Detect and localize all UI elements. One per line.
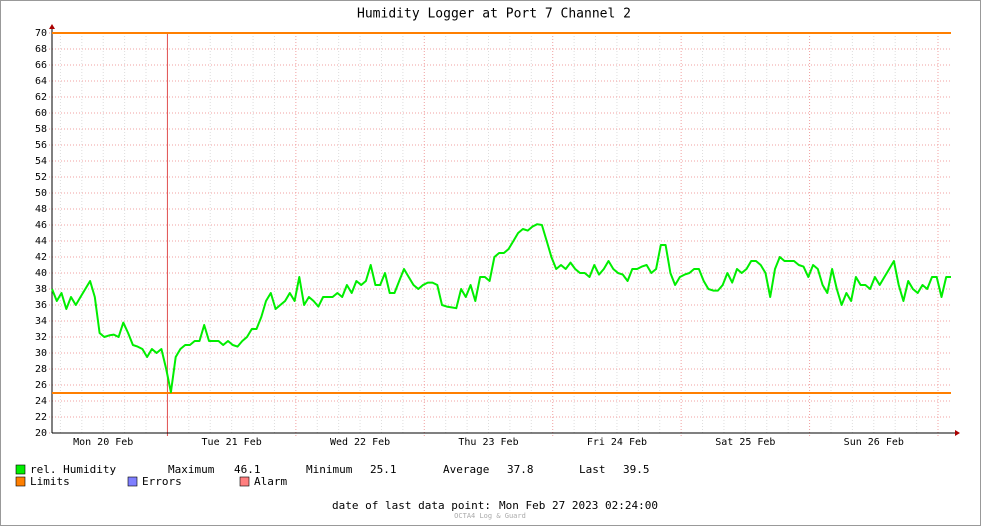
y-tick-label: 70: [35, 28, 47, 39]
y-tick-label: 30: [35, 348, 47, 359]
y-tick-label: 56: [35, 140, 47, 151]
stat-value: 37.8: [507, 463, 534, 476]
y-tick-label: 38: [35, 284, 47, 295]
y-tick-label: 32: [35, 332, 47, 343]
y-tick-label: 22: [35, 412, 47, 423]
y-tick-label: 60: [35, 108, 47, 119]
y-tick-label: 54: [35, 156, 47, 167]
footer-date: Mon Feb 27 2023 02:24:00: [499, 499, 658, 512]
x-tick-label: Sat 25 Feb: [715, 437, 775, 448]
y-tick-label: 28: [35, 364, 47, 375]
y-tick-label: 42: [35, 252, 47, 263]
x-tick-label: Tue 21 Feb: [202, 437, 262, 448]
chart-title: Humidity Logger at Port 7 Channel 2: [357, 7, 631, 22]
y-tick-label: 24: [35, 396, 47, 407]
x-tick-label: Fri 24 Feb: [587, 437, 647, 448]
legend-label: Errors: [142, 475, 182, 488]
watermark: OCTA4 Log & Guard: [454, 512, 526, 520]
y-arrow: [49, 24, 55, 29]
stat-value: 39.5: [623, 463, 650, 476]
stat-label: Average: [443, 463, 489, 476]
stat-value: 46.1: [234, 463, 261, 476]
x-arrow: [955, 430, 960, 436]
y-tick-label: 48: [35, 204, 47, 215]
y-tick-label: 26: [35, 380, 47, 391]
y-tick-label: 58: [35, 124, 47, 135]
legend-label: rel. Humidity: [30, 463, 116, 476]
y-tick-label: 62: [35, 92, 47, 103]
x-tick-label: Sun 26 Feb: [844, 437, 904, 448]
data-line: [51, 223, 951, 394]
legend-swatch: [239, 476, 250, 487]
y-tick-label: 64: [35, 76, 47, 87]
stat-value: 25.1: [370, 463, 397, 476]
footer-label: date of last data point:: [332, 499, 491, 512]
stat-label: Minimum: [306, 463, 353, 476]
y-tick-label: 52: [35, 172, 47, 183]
legend-swatch: [127, 476, 138, 487]
stat-label: Last: [579, 463, 606, 476]
y-tick-label: 36: [35, 300, 47, 311]
legend-swatch: [15, 476, 26, 487]
y-tick-label: 46: [35, 220, 47, 231]
y-tick-label: 44: [35, 236, 47, 247]
legend-swatch: [15, 464, 26, 475]
x-tick-label: Thu 23 Feb: [458, 437, 518, 448]
y-tick-label: 68: [35, 44, 47, 55]
y-tick-label: 34: [35, 316, 47, 327]
stat-label: Maximum: [168, 463, 215, 476]
y-tick-label: 20: [35, 428, 47, 439]
y-tick-label: 50: [35, 188, 47, 199]
x-tick-label: Mon 20 Feb: [73, 437, 133, 448]
x-tick-label: Wed 22 Feb: [330, 437, 390, 448]
legend-label: Limits: [30, 475, 70, 488]
y-tick-label: 40: [35, 268, 47, 279]
legend-label: Alarm: [254, 475, 287, 488]
y-tick-label: 66: [35, 60, 47, 71]
